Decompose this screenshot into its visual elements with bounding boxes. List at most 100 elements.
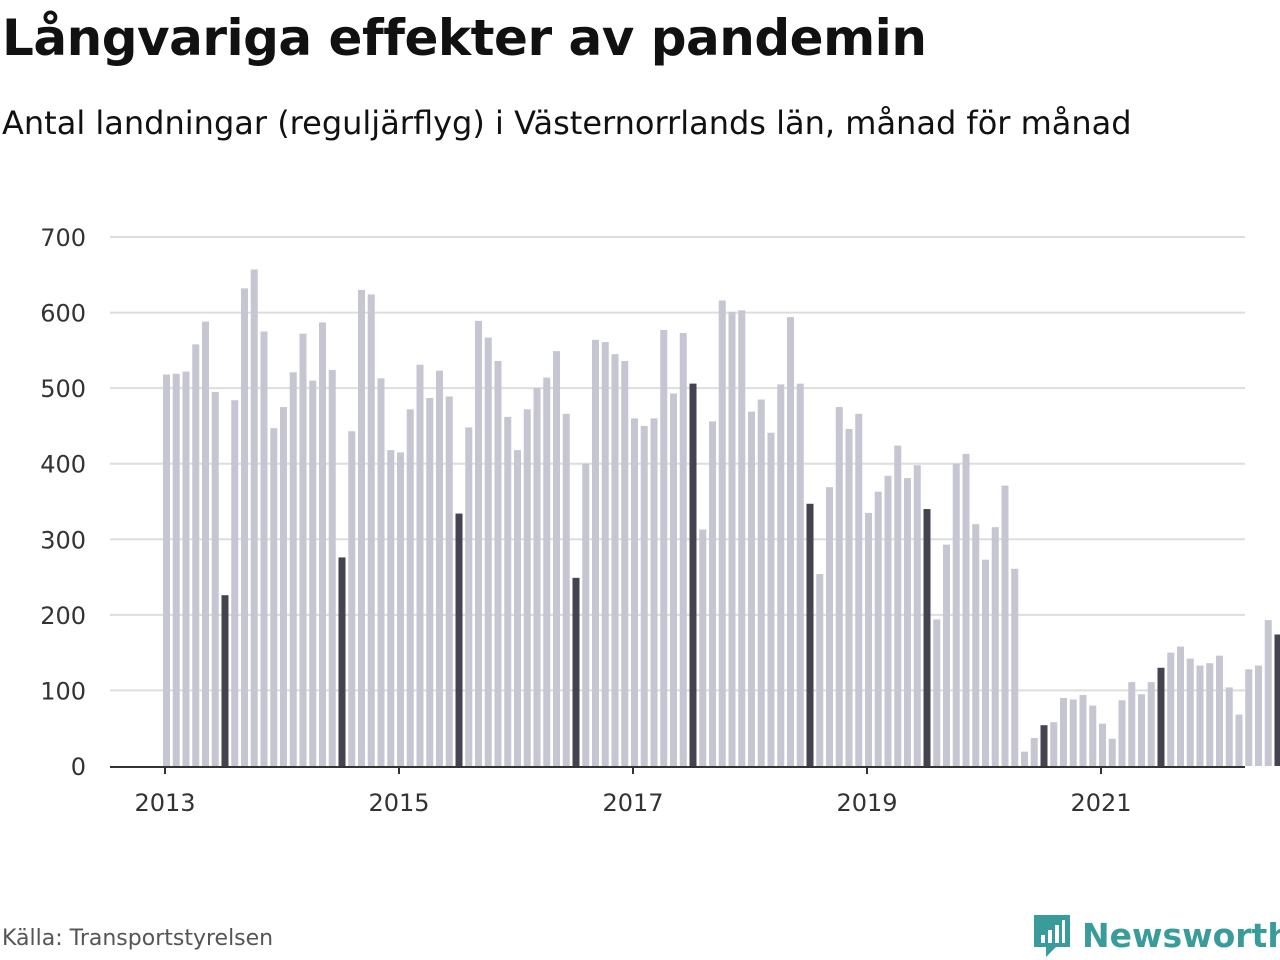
bar	[465, 427, 473, 766]
bar	[621, 360, 629, 766]
bar	[943, 544, 950, 766]
bar	[1235, 714, 1243, 766]
y-tick-label: 600	[40, 300, 86, 328]
bar	[1011, 568, 1019, 766]
x-tick-label: 2015	[368, 789, 429, 817]
bar-chart: 0100200300400500600700592013201520172019…	[40, 224, 1280, 817]
bar	[767, 432, 775, 766]
bar	[260, 331, 268, 766]
bar	[777, 384, 785, 766]
newsworthy-brand[interactable]: Newsworthy	[1032, 910, 1280, 960]
bar	[289, 372, 297, 766]
bar	[348, 431, 356, 766]
bar	[884, 475, 892, 766]
bar	[358, 289, 365, 766]
y-tick-label: 400	[40, 451, 86, 479]
bar-july	[338, 557, 346, 766]
bar	[1030, 738, 1038, 766]
bar-july	[806, 503, 814, 766]
bar	[835, 407, 843, 766]
bar	[748, 411, 755, 766]
bar	[611, 354, 619, 766]
bar	[543, 377, 551, 766]
bar	[738, 310, 746, 766]
bar	[231, 400, 239, 766]
bar	[1177, 646, 1184, 766]
bar	[406, 409, 414, 766]
y-tick-label: 500	[40, 375, 86, 403]
bar	[796, 383, 804, 766]
bar	[1050, 722, 1058, 766]
bar	[211, 391, 219, 766]
bar	[904, 478, 911, 766]
bar	[816, 574, 824, 766]
bar	[718, 300, 726, 766]
bar	[1021, 751, 1028, 766]
bar	[660, 329, 668, 766]
bar-july	[572, 577, 580, 766]
chart-subtitle: Antal landningar (reguljärflyg) i Väster…	[2, 104, 1132, 142]
bar	[309, 380, 317, 766]
bar	[982, 559, 989, 766]
bar	[1099, 723, 1106, 766]
bar	[640, 425, 648, 766]
bar	[192, 344, 200, 766]
bar	[1128, 682, 1136, 766]
bar	[709, 421, 716, 766]
bar	[991, 527, 999, 766]
bar	[250, 269, 258, 766]
bar	[1196, 665, 1204, 766]
bar	[553, 351, 560, 766]
bar	[1186, 658, 1194, 766]
bar	[679, 332, 687, 766]
x-tick-label: 2021	[1070, 789, 1131, 817]
bar	[182, 371, 190, 766]
bar	[562, 413, 570, 766]
bar	[523, 409, 531, 766]
y-tick-label: 100	[40, 677, 86, 705]
bar	[1264, 620, 1272, 766]
bar	[874, 491, 882, 766]
bar	[1118, 700, 1126, 766]
bar	[670, 393, 677, 766]
bar	[1245, 669, 1253, 766]
bar-july	[221, 595, 229, 766]
bar	[1167, 652, 1175, 766]
bar-july	[455, 513, 463, 766]
chart-title: Långvariga effekter av pandemin	[2, 9, 927, 67]
newsworthy-logo-icon	[1034, 915, 1070, 957]
bar	[1079, 694, 1087, 766]
bar	[1069, 699, 1077, 766]
bar	[172, 373, 180, 766]
bar-july	[1040, 725, 1048, 766]
bar	[241, 288, 248, 766]
y-tick-label: 300	[40, 526, 86, 554]
y-tick-label: 200	[40, 602, 86, 630]
bar	[650, 418, 658, 766]
bar	[270, 428, 278, 766]
bar	[426, 397, 434, 766]
bar	[1206, 663, 1214, 766]
bar	[582, 463, 590, 766]
bar	[387, 450, 395, 766]
bar	[631, 418, 638, 766]
bar	[202, 321, 209, 766]
bar	[1147, 682, 1155, 766]
bar	[484, 337, 492, 766]
bar	[163, 374, 170, 766]
bar	[952, 463, 960, 766]
y-tick-label: 700	[40, 224, 86, 252]
bar-july	[1274, 634, 1280, 766]
bar	[367, 294, 375, 766]
bar	[1225, 687, 1233, 766]
bar	[504, 416, 512, 766]
bar	[865, 512, 872, 766]
bar	[514, 450, 521, 766]
bar	[1001, 485, 1009, 766]
bar	[855, 413, 863, 766]
bar	[845, 428, 853, 766]
y-tick-label: 0	[71, 753, 86, 781]
bar	[1216, 655, 1223, 766]
bar	[1089, 705, 1097, 766]
bar	[445, 396, 453, 766]
